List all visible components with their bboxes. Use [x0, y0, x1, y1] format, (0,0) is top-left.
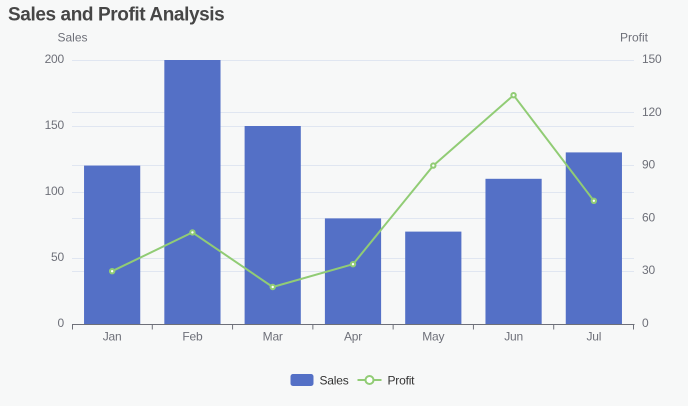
- svg-text:Sales: Sales: [57, 31, 87, 45]
- svg-text:Profit: Profit: [620, 31, 649, 45]
- svg-text:150: 150: [642, 52, 662, 66]
- svg-text:Jul: Jul: [586, 330, 601, 344]
- svg-text:Profit: Profit: [388, 374, 416, 388]
- svg-text:100: 100: [45, 184, 65, 198]
- svg-text:Apr: Apr: [344, 330, 362, 344]
- svg-text:30: 30: [642, 263, 655, 277]
- svg-text:May: May: [422, 330, 444, 344]
- svg-text:120: 120: [642, 105, 662, 119]
- svg-text:60: 60: [642, 211, 655, 225]
- svg-text:200: 200: [45, 52, 65, 66]
- svg-text:Mar: Mar: [263, 330, 283, 344]
- svg-text:Jun: Jun: [504, 330, 523, 344]
- svg-text:90: 90: [642, 158, 655, 172]
- svg-text:Sales and Profit Analysis: Sales and Profit Analysis: [8, 5, 224, 26]
- svg-text:150: 150: [45, 118, 65, 132]
- svg-text:Feb: Feb: [182, 330, 203, 344]
- svg-text:0: 0: [58, 316, 65, 330]
- svg-text:Sales: Sales: [320, 374, 349, 388]
- svg-text:Jan: Jan: [103, 330, 122, 344]
- svg-text:0: 0: [642, 316, 649, 330]
- svg-text:50: 50: [51, 250, 64, 264]
